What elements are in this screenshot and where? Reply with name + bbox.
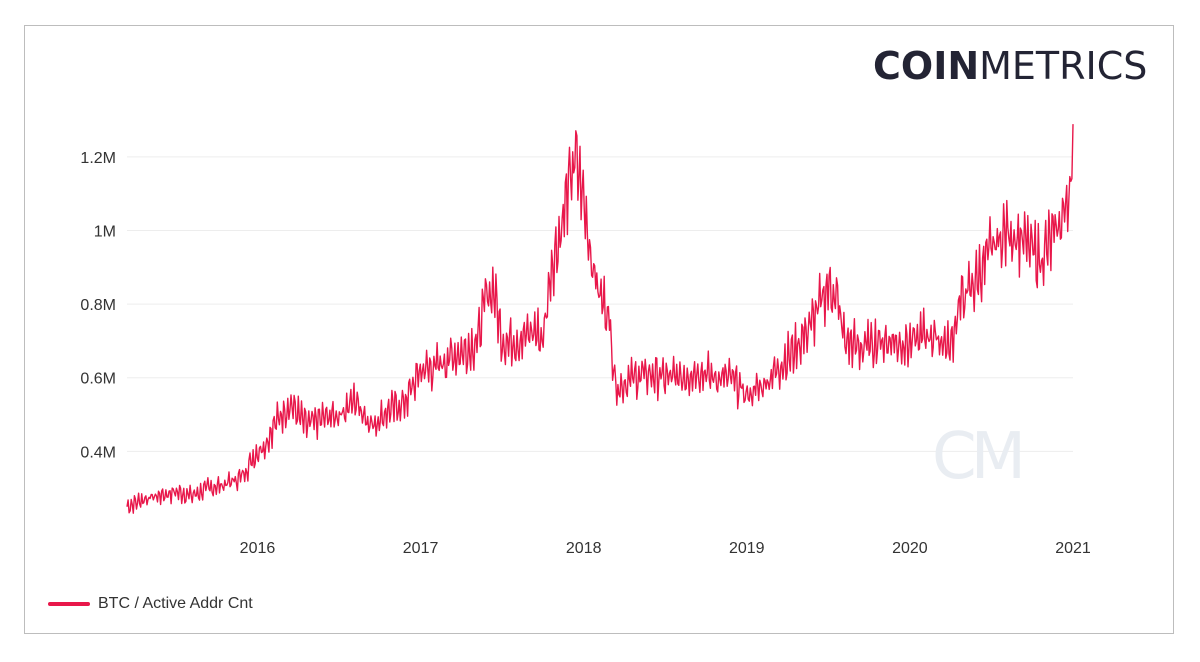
chart-frame (24, 25, 1174, 634)
x-tick-label: 2019 (729, 540, 765, 557)
y-tick-label: 0.4M (80, 444, 116, 461)
x-tick-label: 2020 (892, 540, 928, 557)
legend[interactable]: BTC / Active Addr Cnt (48, 595, 253, 613)
gridlines (127, 156, 1073, 452)
series-group (126, 124, 1074, 514)
legend-label: BTC / Active Addr Cnt (98, 595, 253, 612)
y-tick-label: 1M (94, 223, 116, 240)
y-axis: 0.4M 0.6M 0.8M 1M 1.2M (80, 150, 116, 462)
logo-bold-text: COIN (873, 44, 980, 88)
logo-light-text: METRICS (979, 44, 1148, 88)
y-tick-label: 0.6M (80, 371, 116, 388)
x-axis: 2016 2017 2018 2019 2020 2021 (240, 540, 1091, 557)
y-tick-label: 0.8M (80, 297, 116, 314)
coinmetrics-logo[interactable]: COINMETRICS (873, 44, 1147, 88)
legend-swatch (48, 602, 90, 606)
x-tick-label: 2021 (1055, 540, 1091, 557)
x-tick-label: 2017 (403, 540, 439, 557)
x-tick-label: 2016 (240, 540, 276, 557)
x-tick-label: 2018 (566, 540, 602, 557)
y-tick-label: 1.2M (80, 150, 116, 167)
watermark-logo: CM (932, 420, 1026, 494)
series-line-0[interactable] (126, 124, 1074, 514)
watermark-text: CM (932, 420, 1020, 494)
